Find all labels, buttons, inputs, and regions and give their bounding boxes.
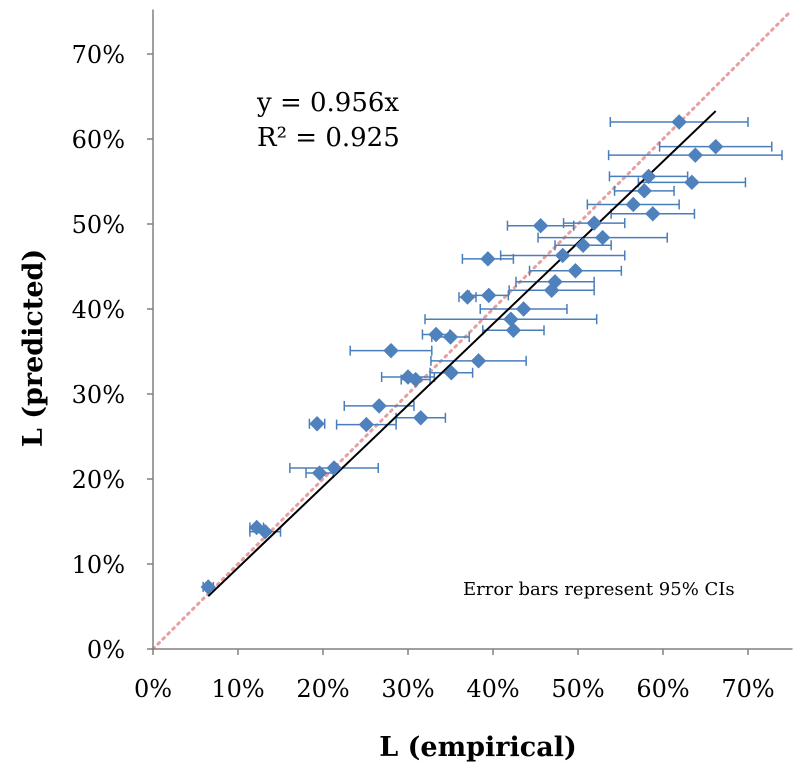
x-tick-label: 10%: [211, 675, 264, 703]
data-point: [257, 523, 273, 540]
y-tick-label: 10%: [72, 551, 125, 579]
y-axis-title: L (predicted): [18, 249, 49, 447]
data-point: [554, 247, 571, 264]
data-point: [326, 460, 342, 476]
data-point: [503, 311, 519, 327]
data-point: [687, 147, 704, 163]
data-point: [358, 416, 375, 433]
data-point: [625, 196, 641, 213]
trendline-group: [207, 110, 717, 597]
data-point: [543, 282, 560, 299]
axes-group: [152, 9, 793, 650]
data-point: [443, 365, 460, 381]
reference-line-group: [151, 10, 792, 651]
y-tick-label: 60%: [72, 126, 125, 154]
error-bars-group: [202, 117, 783, 592]
x-tick-label: 30%: [381, 675, 434, 703]
trendline: [207, 110, 717, 597]
data-point: [645, 206, 661, 222]
data-point: [309, 416, 325, 432]
y-tick-label: 20%: [72, 466, 125, 494]
data-point: [481, 287, 497, 304]
plot-area: 0% 0% 10% 10% 20% 20% 30% 30% 40% 40% 50% 50% 60% 60%…: [72, 9, 793, 703]
data-point: [532, 217, 549, 234]
data-points-group: [200, 114, 724, 595]
trendline-equation: y = 0.956x: [256, 88, 399, 118]
data-point: [684, 174, 700, 191]
x-tick-label: 40%: [466, 675, 519, 703]
data-point: [515, 301, 532, 317]
data-point: [636, 183, 653, 199]
data-point: [470, 353, 487, 369]
error-bars-note: Error bars represent 95% CIs: [463, 579, 735, 600]
data-point: [707, 138, 724, 155]
r-squared-label: R² = 0.925: [257, 123, 400, 153]
data-point: [200, 579, 216, 595]
data-point: [480, 251, 496, 267]
data-point: [459, 289, 476, 305]
y-tick-label: 70%: [72, 41, 125, 69]
data-point: [575, 237, 591, 253]
data-point: [383, 342, 399, 359]
data-point: [594, 229, 611, 246]
y-tick-label: 40%: [72, 296, 125, 324]
x-tick-label: 50%: [551, 675, 604, 703]
data-point: [311, 465, 328, 481]
ticks-group: 0% 0% 10% 10% 20% 20% 30% 30% 40% 40% 50% 50% 60% 60%…: [72, 41, 775, 703]
x-tick-label: 70%: [721, 675, 774, 703]
reference-line: [151, 10, 792, 651]
x-axis-title: L (empirical): [379, 732, 577, 763]
y-tick-label: 30%: [72, 381, 125, 409]
x-tick-label: 60%: [636, 675, 689, 703]
data-point: [640, 168, 657, 185]
data-point: [505, 322, 522, 338]
data-point: [442, 329, 459, 345]
data-point: [428, 326, 444, 343]
data-point: [407, 371, 424, 388]
data-point: [671, 114, 687, 130]
x-tick-label: 0%: [134, 675, 172, 703]
y-tick-label: 50%: [72, 211, 125, 239]
data-point: [371, 398, 387, 414]
y-tick-label: 0%: [87, 636, 125, 664]
data-point: [586, 215, 602, 231]
data-point: [567, 263, 584, 279]
data-point: [413, 410, 429, 426]
x-tick-label: 20%: [296, 675, 349, 703]
